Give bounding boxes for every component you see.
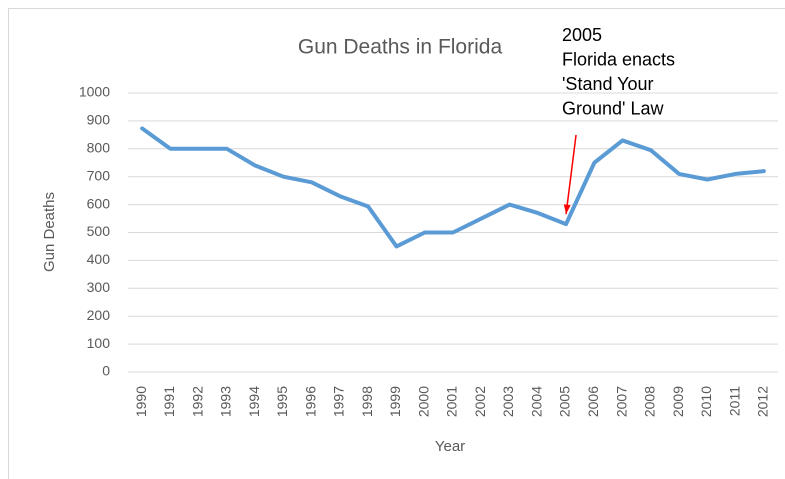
x-tick-label: 2005	[557, 386, 573, 417]
annotation-text: 'Stand Your	[562, 74, 654, 94]
x-tick-label: 1998	[359, 386, 375, 417]
chart-frame	[8, 8, 785, 479]
x-tick-label: 2012	[755, 386, 771, 417]
y-tick-label: 700	[87, 167, 111, 183]
y-tick-label: 0	[102, 363, 110, 379]
x-tick-label: 1995	[274, 386, 290, 417]
line	[140, 126, 766, 249]
x-tick-label: 2008	[642, 386, 658, 417]
x-tick-label: 2004	[528, 386, 544, 417]
y-axis-label: Gun Deaths	[41, 192, 58, 272]
x-tick-label: 2001	[444, 386, 460, 417]
y-tick-label: 400	[87, 251, 111, 267]
annotation-arrow	[565, 134, 577, 215]
annotation-text: 2005	[562, 25, 602, 45]
x-tick-label: 2003	[500, 386, 516, 417]
x-tick-label: 1993	[218, 386, 234, 417]
x-axis-label: Year	[435, 438, 465, 455]
annotation-text: Ground' Law	[562, 98, 664, 118]
y-tick-label: 800	[87, 140, 111, 156]
x-tick-label: 1992	[189, 386, 205, 417]
x-tick-label: 2007	[613, 386, 629, 417]
annotation-arrowhead	[563, 204, 571, 215]
chart-title: Gun Deaths in Florida	[298, 36, 503, 59]
y-tick-label: 1000	[79, 84, 110, 100]
y-tick-label: 900	[87, 112, 111, 128]
y-tick-label: 500	[87, 223, 111, 239]
x-tick-label: 1996	[302, 386, 318, 417]
x-tick-label: 2000	[415, 386, 431, 417]
x-tick-label: 2009	[670, 386, 686, 417]
y-tick-label: 100	[87, 335, 111, 351]
x-tick-label: 2006	[585, 386, 601, 417]
x-tick-label: 1991	[161, 386, 177, 417]
x-tick-label: 1997	[331, 386, 347, 417]
y-tick-label: 200	[87, 307, 111, 323]
x-tick-label: 1990	[133, 386, 149, 417]
x-tick-label: 1994	[246, 386, 262, 417]
x-tick-label: 2010	[698, 386, 714, 417]
annotation-text: Florida enacts	[562, 49, 675, 69]
y-tick-label: 600	[87, 195, 111, 211]
y-tick-label: 300	[87, 279, 111, 295]
x-tick-label: 2011	[726, 386, 742, 416]
x-tick-label: 1999	[387, 386, 403, 417]
x-tick-label: 2002	[472, 386, 488, 417]
